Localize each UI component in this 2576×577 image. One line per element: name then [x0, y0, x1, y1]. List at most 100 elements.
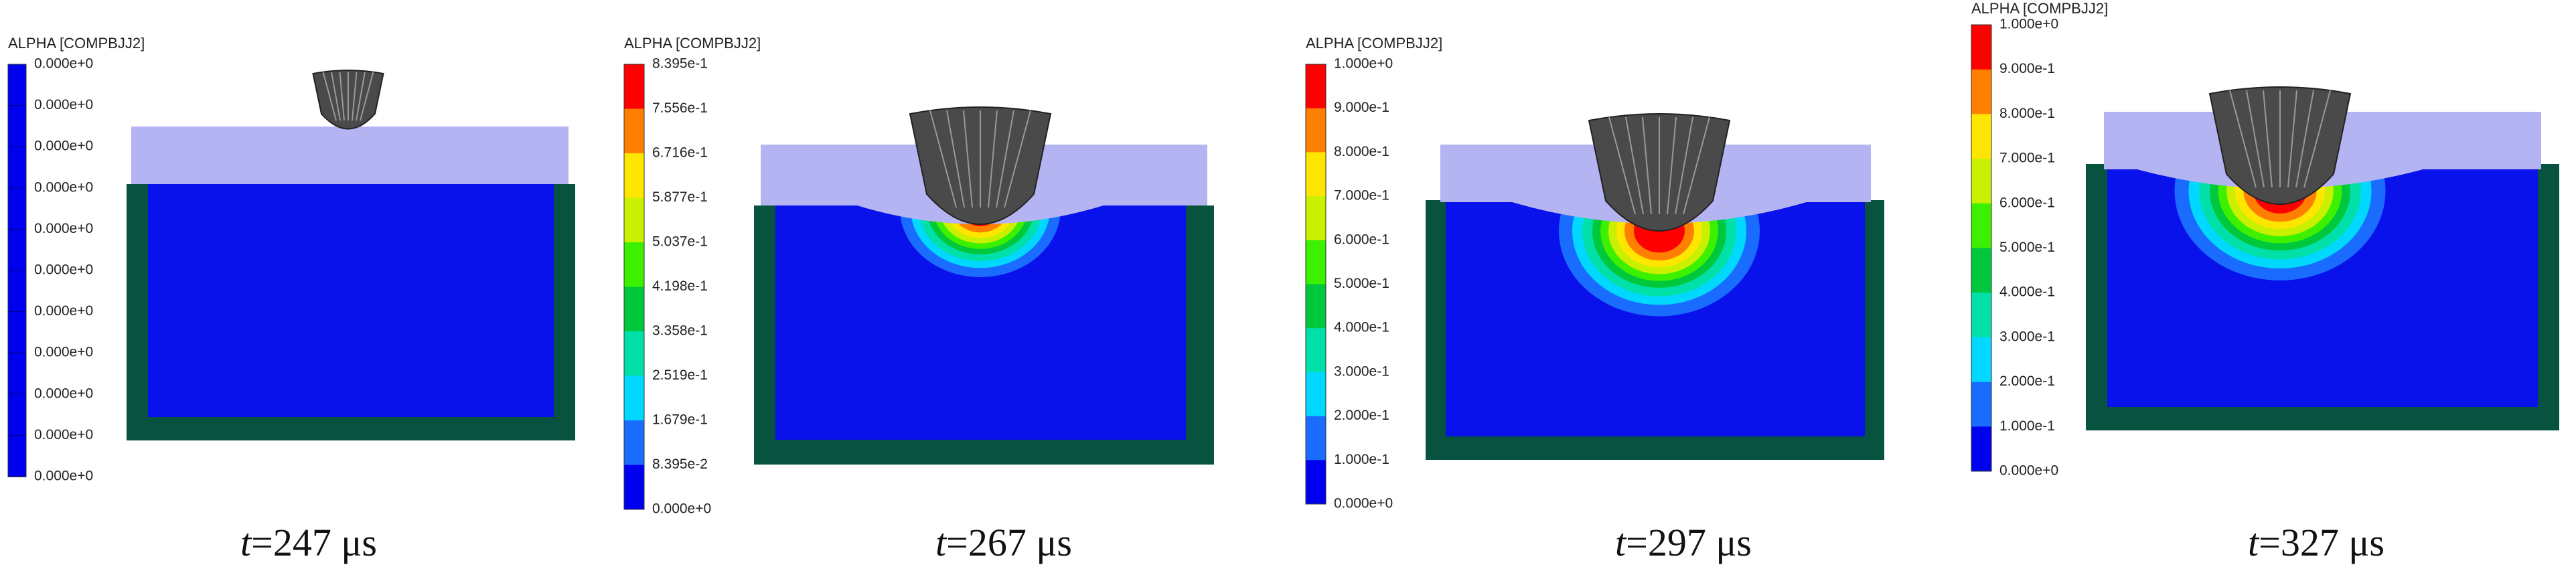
crater-line: [2303, 90, 2331, 188]
legend-label: 6.000e-1: [1999, 195, 2055, 210]
legend-label: 0.000e+0: [34, 303, 93, 319]
caption: t=297 μs: [1615, 521, 1752, 564]
colorbar-border: [7, 64, 27, 477]
colorbar-segment: [1306, 328, 1326, 373]
legend-label: 7.000e-1: [1999, 151, 2055, 166]
legend-label: 0.000e+0: [652, 501, 711, 517]
crater-line: [1667, 116, 1677, 215]
colorbar-segment: [7, 270, 27, 313]
substrate: [148, 184, 554, 417]
colorbar-segment: [1971, 25, 1991, 70]
crater-line: [2295, 90, 2314, 188]
colorbar-segment: [624, 331, 644, 376]
legend-label: 4.000e-1: [1999, 284, 2055, 300]
legend-label: 0.000e+0: [34, 97, 93, 112]
colorbar-segment: [1971, 203, 1991, 248]
crater-line: [2246, 90, 2265, 188]
colorbar-segment: [1306, 284, 1326, 329]
crater-line: [360, 72, 374, 121]
legend-label: 1.679e-1: [652, 412, 708, 428]
crater-line: [2263, 90, 2273, 188]
colorbar-segment: [624, 153, 644, 198]
legend-label: 7.556e-1: [652, 100, 708, 116]
panel: ALPHA [COMPBJJ2]1.000e+0 9.000e-1 8.000e-1…: [1971, 0, 2559, 564]
legend-label: 3.000e-1: [1999, 329, 2055, 344]
crater-line: [2287, 90, 2297, 188]
caption-variable: t: [935, 521, 948, 564]
colorbar-segment: [1306, 196, 1326, 241]
crater-line: [356, 72, 366, 121]
colorbar-segment: [1306, 108, 1326, 153]
colorbar-segment: [624, 197, 644, 243]
crater-line: [929, 110, 957, 208]
legend-label: 0.000e+0: [1334, 496, 1393, 511]
crater-line: [1642, 116, 1652, 215]
legend-title: ALPHA [COMPBJJ2]: [624, 35, 761, 52]
caption-variable: t: [1615, 521, 1627, 564]
legend-label: 5.000e-1: [1334, 276, 1389, 291]
colorbar-segment: [624, 465, 644, 510]
legend-label: 8.000e-1: [1999, 106, 2055, 121]
legend-label: 0.000e+0: [34, 56, 93, 72]
legend-label: 2.519e-1: [652, 367, 708, 383]
legend-label: 6.716e-1: [652, 145, 708, 161]
colorbar-segment: [1971, 337, 1991, 383]
colorbar-segment: [1306, 372, 1326, 417]
colorbar-segment: [1306, 64, 1326, 109]
caption: t=327 μs: [2248, 521, 2384, 564]
surface-layer: [131, 127, 569, 184]
legend-label: 5.877e-1: [652, 189, 708, 205]
legend-label: 8.000e-1: [1334, 144, 1389, 159]
colorbar-segment: [1971, 426, 1991, 472]
legend-label: 4.000e-1: [1334, 320, 1389, 335]
colorbar-segment: [7, 311, 27, 354]
crater-line: [946, 110, 965, 208]
colorbar-segment: [1306, 240, 1326, 284]
legend-label: 7.000e-1: [1334, 188, 1389, 203]
legend-label: 2.000e-1: [1334, 408, 1389, 423]
colorbar-segment: [1306, 416, 1326, 461]
legend-label: 5.037e-1: [652, 234, 708, 250]
legend-title: ALPHA [COMPBJJ2]: [8, 35, 145, 52]
colorbar-segment: [7, 394, 27, 436]
legend-label: 0.000e+0: [34, 345, 93, 360]
legend-label: 0.000e+0: [34, 221, 93, 236]
crater-line: [1675, 116, 1693, 215]
caption: t=247 μs: [240, 521, 377, 564]
legend-title: ALPHA [COMPBJJ2]: [1306, 35, 1442, 52]
caption-text: =327 μs: [2259, 521, 2384, 564]
legend-label: 0.000e+0: [34, 427, 93, 442]
crater-line: [322, 72, 337, 121]
colorbar-border: [1971, 24, 1992, 472]
colorbar-segment: [1971, 382, 1991, 427]
legend-label: 0.000e+0: [1999, 463, 2058, 479]
legend-label: 1.000e+0: [1334, 56, 1393, 72]
legend-label: 9.000e-1: [1999, 61, 2055, 76]
crater-line: [1625, 116, 1644, 215]
colorbar-segment: [1971, 248, 1991, 293]
legend-label: 6.000e-1: [1334, 232, 1389, 247]
colorbar-segment: [7, 434, 27, 478]
legend-label: 0.000e+0: [34, 179, 93, 195]
crater-line: [1004, 110, 1031, 208]
colorbar-segment: [1971, 293, 1991, 338]
legend-label: 0.000e+0: [34, 469, 93, 484]
caption-text: =297 μs: [1626, 521, 1752, 564]
legend-label: 9.000e-1: [1334, 100, 1389, 115]
crater-line: [339, 72, 345, 121]
legend-label: 1.000e-1: [1334, 452, 1389, 467]
legend-label: 4.198e-1: [652, 278, 708, 294]
colorbar-segment: [7, 187, 27, 230]
panel: ALPHA [COMPBJJ2] 8.395e-1 7.556e-1 6.716e-1…: [623, 35, 1214, 564]
colorbar-segment: [1971, 114, 1991, 159]
legend-label: 1.000e+0: [1999, 17, 2058, 32]
crater-line: [963, 110, 973, 208]
colorbar-segment: [7, 146, 27, 189]
crater-line: [2229, 90, 2257, 188]
colorbar-segment: [7, 105, 27, 148]
colorbar-border: [1305, 64, 1327, 505]
legend-label: 0.000e+0: [34, 386, 93, 401]
colorbar-segment: [1971, 69, 1991, 114]
